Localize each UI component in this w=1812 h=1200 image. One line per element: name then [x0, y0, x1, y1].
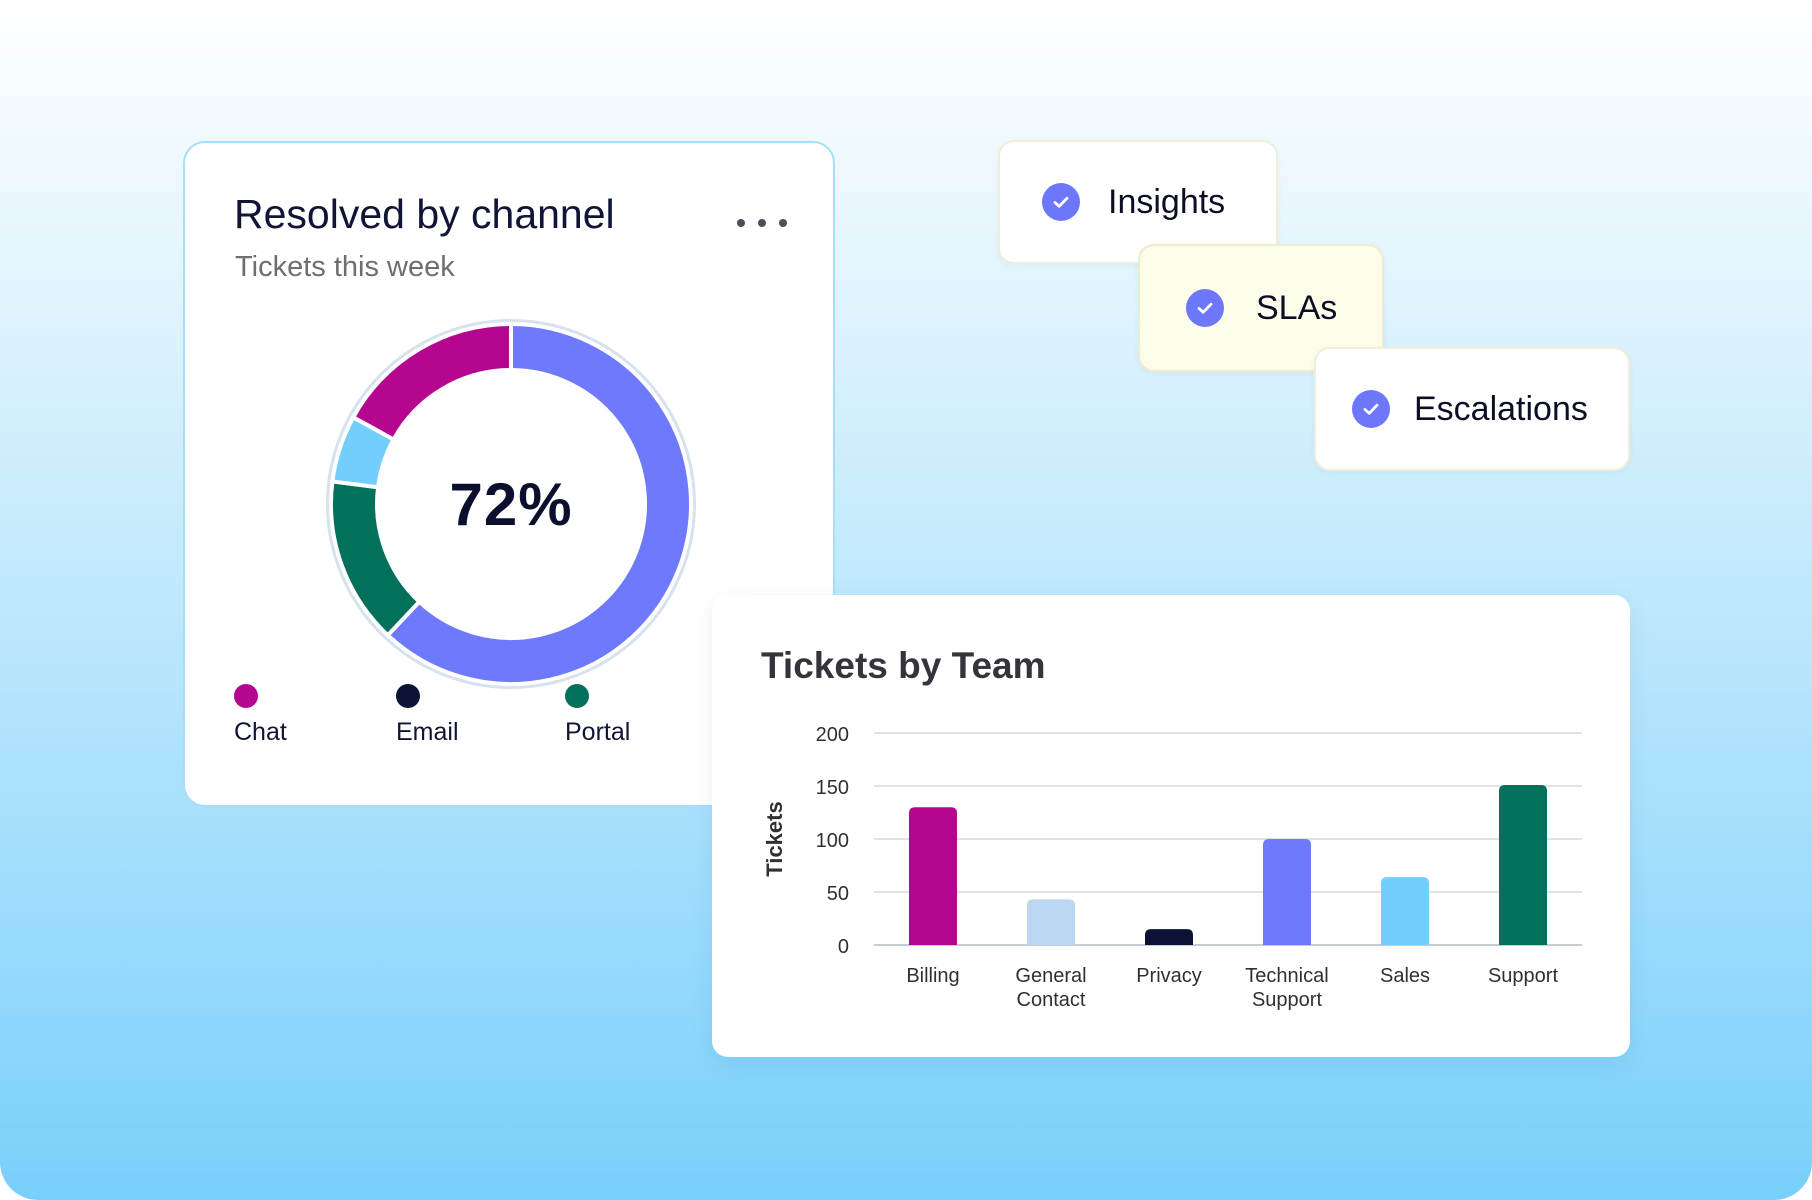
more-options-button[interactable] [737, 209, 787, 237]
tag-label-escalations: Escalations [1414, 389, 1588, 428]
tickets-by-team-card: 0 50 100 150 200 Tickets Billing General Contact… [712, 595, 1630, 1057]
x-tick-label: Support [1488, 965, 1558, 987]
bar-3 [1263, 839, 1311, 945]
legend-label-email: Email [396, 718, 459, 746]
y-tick-label: 0 [838, 936, 849, 958]
tag-label-slas: SLAs [1256, 288, 1338, 327]
bar-chart-title: Tickets by Team [761, 645, 1046, 686]
legend-dot-chat [234, 684, 258, 708]
more-horizontal-icon-dot [758, 219, 766, 227]
x-tick-label: Billing [906, 965, 959, 987]
check-circle-icon [1042, 183, 1080, 221]
x-tick-label: General Contact [1015, 965, 1086, 1011]
y-tick-label: 150 [816, 777, 849, 799]
y-tick-label: 200 [816, 724, 849, 746]
check-circle-icon [1186, 289, 1224, 327]
donut-chart [326, 319, 696, 689]
card-title: Resolved by channel [234, 191, 615, 237]
x-tick-label: Sales [1380, 965, 1430, 987]
resolved-by-channel-card: Resolved by channel Tickets this week 72… [183, 141, 835, 807]
y-axis-label: Tickets [762, 801, 787, 876]
tag-escalations[interactable]: Escalations [1314, 347, 1630, 471]
donut-center-value: 72% [449, 470, 573, 538]
more-horizontal-icon-dot [737, 219, 745, 227]
legend-label-chat: Chat [234, 718, 287, 746]
donut-slice-0 [384, 321, 693, 686]
donut-legend: Chat Email Portal [234, 684, 794, 764]
tickets-by-team-chart: 0 50 100 150 200 Tickets Billing General Contact… [762, 724, 1582, 1011]
donut-outer-ring [326, 319, 696, 689]
legend-dot-portal [565, 684, 589, 708]
tag-label-insights: Insights [1108, 182, 1226, 221]
legend-label-portal: Portal [565, 718, 631, 746]
x-tick-label: Technical Support [1245, 965, 1328, 1011]
bar-5 [1499, 784, 1547, 945]
legend-dot-email [396, 684, 420, 708]
more-horizontal-icon-dot [779, 219, 787, 227]
bar-4 [1381, 877, 1429, 945]
x-tick-label: Privacy [1136, 965, 1202, 987]
donut-slice-3 [350, 321, 513, 443]
bar-0 [909, 807, 957, 945]
bar-1 [1027, 899, 1075, 945]
y-tick-label: 50 [827, 883, 849, 905]
y-tick-label: 100 [816, 830, 849, 852]
card-subtitle: Tickets this week [235, 251, 455, 283]
check-circle-icon [1352, 390, 1390, 428]
tag-insights[interactable]: Insights [998, 140, 1278, 264]
bar-2 [1145, 929, 1193, 945]
